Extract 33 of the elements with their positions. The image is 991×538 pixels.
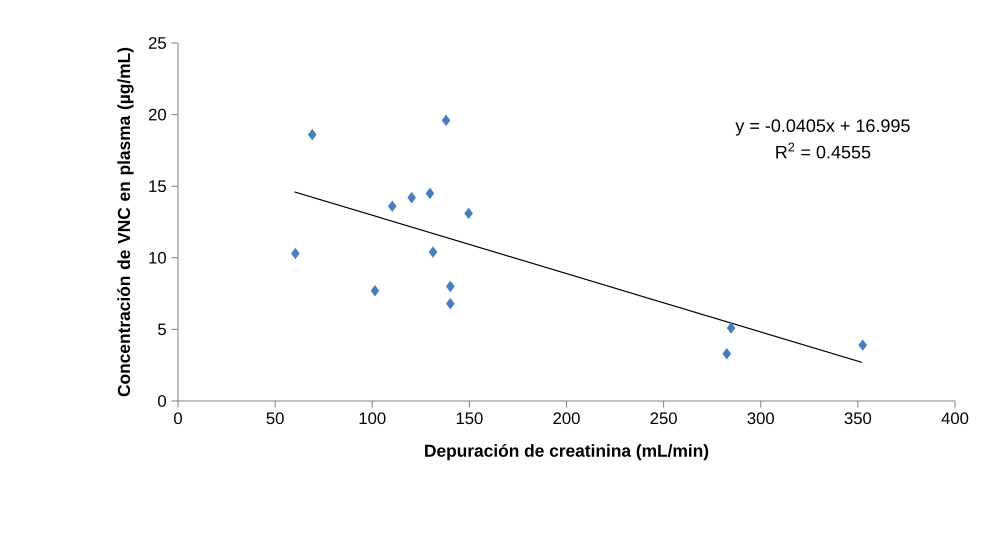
x-tick-label: 400: [941, 412, 968, 424]
point: [407, 192, 416, 204]
y-tick-label: 25: [148, 37, 166, 49]
point: [388, 200, 397, 212]
point: [446, 298, 455, 310]
x-tick-label: 300: [747, 412, 774, 424]
x-tick-label: 150: [456, 412, 483, 424]
point: [726, 322, 736, 334]
x-tick-label: 350: [844, 412, 872, 424]
y-tick-label: 20: [148, 108, 166, 120]
y-axis-title: Concentración de VNC en plasma (µg/mL): [117, 48, 134, 396]
point: [426, 188, 434, 199]
x-axis-title: Depuración de creatinina (mL/min): [425, 444, 708, 460]
y-tick-label: 15: [149, 180, 166, 192]
point: [308, 129, 317, 140]
point: [722, 348, 732, 360]
point: [370, 285, 380, 296]
point: [446, 280, 455, 292]
x-tick-label: 200: [553, 412, 580, 424]
y-tick-label: 5: [158, 324, 166, 336]
point: [464, 208, 473, 219]
x-tick-label: 50: [266, 412, 284, 424]
y-tick-label: 10: [149, 252, 166, 264]
y-tick-label: 0: [158, 395, 166, 407]
point: [428, 246, 438, 258]
x-tick-label: 0: [174, 412, 182, 424]
x-tick-label: 100: [360, 412, 386, 424]
point: [442, 114, 450, 126]
x-tick-label: 250: [650, 412, 677, 424]
annotation: R$^{2}$ = 0.4555: [776, 142, 870, 159]
point: [291, 248, 300, 260]
point: [858, 340, 867, 351]
annotation: y = -0.0405x + 16.995: [735, 119, 910, 136]
